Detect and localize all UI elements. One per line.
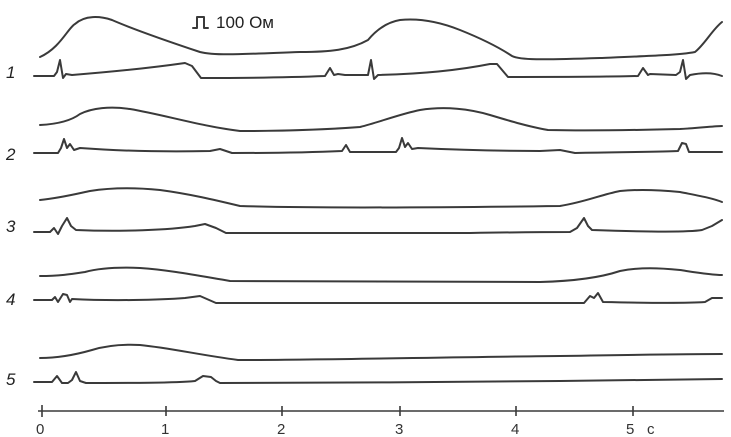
record-3-ecg — [33, 217, 723, 235]
x-tick-label-3: 3 — [395, 421, 403, 437]
record-label-5: 5 — [6, 370, 16, 389]
x-tick-label-5: 5 — [626, 421, 634, 437]
x-tick-label-0: 0 — [36, 421, 44, 437]
record-1 — [33, 16, 723, 80]
calibration-label: 100 Ом — [216, 13, 274, 32]
x-tick-label-1: 1 — [161, 421, 169, 437]
record-4-pulse-wave — [39, 266, 723, 283]
x-axis-unit: с — [647, 421, 655, 437]
record-3 — [33, 187, 723, 235]
record-4-ecg — [33, 292, 723, 305]
x-tick-label-4: 4 — [511, 421, 519, 437]
record-2-pulse-wave — [39, 106, 723, 132]
record-2-ecg — [33, 137, 723, 154]
record-label-3: 3 — [6, 217, 16, 236]
calibration-mark: 100 Ом — [192, 13, 274, 32]
record-2 — [33, 106, 723, 154]
record-5-ecg — [33, 371, 723, 384]
record-4 — [33, 266, 723, 305]
pulse-step-icon — [192, 16, 209, 29]
record-5-pulse-wave — [39, 343, 723, 361]
record-label-2: 2 — [5, 145, 16, 164]
record-label-1: 1 — [6, 63, 15, 82]
record-label-4: 4 — [6, 290, 15, 309]
record-1-ecg — [33, 59, 723, 80]
x-tick-label-2: 2 — [277, 421, 285, 437]
record-1-pulse-wave — [39, 16, 723, 61]
record-5 — [33, 343, 723, 384]
time-axis: 0 1 2 3 4 5 с — [36, 405, 724, 437]
record-3-pulse-wave — [39, 187, 723, 209]
